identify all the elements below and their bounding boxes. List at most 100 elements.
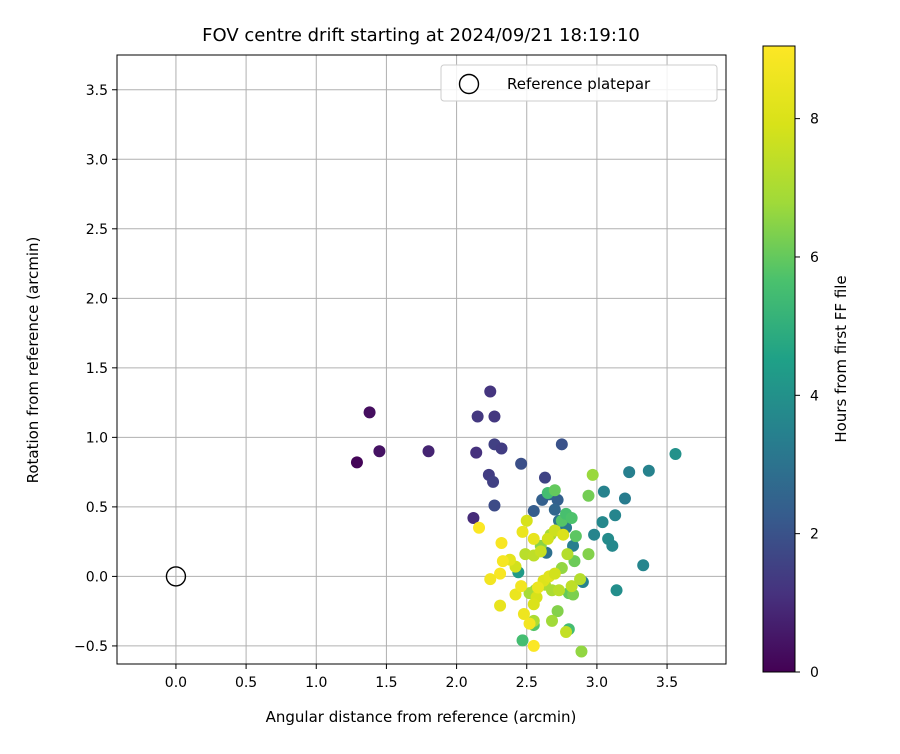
chart-title: FOV centre drift starting at 2024/09/21 … xyxy=(202,25,640,46)
colorbar-tick-label: 6 xyxy=(810,250,819,266)
data-point xyxy=(487,475,500,488)
data-point xyxy=(551,493,564,506)
data-point xyxy=(588,528,601,541)
legend-box xyxy=(440,64,718,102)
data-point xyxy=(488,499,501,512)
data-point xyxy=(538,471,551,484)
data-point xyxy=(569,530,582,543)
data-point xyxy=(473,521,486,534)
data-point xyxy=(637,559,650,572)
x-tick-label: 0.0 xyxy=(165,675,187,691)
data-point xyxy=(610,584,623,597)
data-point xyxy=(495,537,508,550)
data-point xyxy=(574,573,587,586)
y-axis-ticks: −0.5 0.0 0.5 1.0 1.5 2.0 2.5 3.0 3.5 xyxy=(74,83,117,655)
colorbar-tick-label: 4 xyxy=(810,388,819,404)
y-axis-label: Rotation from reference (arcmin) xyxy=(24,237,42,484)
colorbar-tick-label: 8 xyxy=(810,112,819,128)
data-point xyxy=(582,489,595,502)
data-point xyxy=(516,525,529,538)
x-tick-label: 3.0 xyxy=(586,675,608,691)
y-tick-label: 3.5 xyxy=(86,83,108,99)
data-point xyxy=(496,555,509,568)
data-point xyxy=(527,598,540,611)
data-point xyxy=(609,509,622,522)
data-point xyxy=(669,448,682,461)
grid-lines xyxy=(117,55,726,664)
data-point xyxy=(582,548,595,561)
data-point xyxy=(523,617,536,630)
data-point xyxy=(546,614,558,627)
data-point xyxy=(516,634,529,647)
data-point xyxy=(541,532,554,545)
y-tick-label: 2.5 xyxy=(86,222,108,238)
x-tick-label: 0.5 xyxy=(235,675,257,691)
data-point xyxy=(531,581,544,594)
x-tick-label: 2.0 xyxy=(445,675,467,691)
x-tick-label: 2.5 xyxy=(516,675,538,691)
data-point xyxy=(515,457,528,470)
data-point xyxy=(586,468,599,481)
data-point xyxy=(548,484,561,497)
data-point xyxy=(596,516,609,529)
data-point xyxy=(373,445,386,458)
data-point xyxy=(422,445,435,458)
data-point xyxy=(642,464,655,477)
data-point xyxy=(548,567,561,580)
y-tick-label: 0.5 xyxy=(86,500,108,516)
data-point xyxy=(551,605,564,618)
x-axis-label: Angular distance from reference (arcmin) xyxy=(266,708,577,726)
reference-point-layer xyxy=(165,566,187,587)
y-tick-label: 1.5 xyxy=(86,361,108,377)
data-point xyxy=(520,514,533,527)
y-tick-label: 2.0 xyxy=(86,291,108,307)
legend-marker-open-circle xyxy=(458,73,480,95)
data-point xyxy=(484,573,497,586)
data-point xyxy=(575,645,588,658)
data-point xyxy=(484,385,497,398)
data-point xyxy=(527,532,540,545)
y-tick-label: 1.0 xyxy=(86,430,108,446)
data-point xyxy=(597,485,610,498)
data-point xyxy=(557,528,570,541)
data-point xyxy=(350,456,363,469)
x-axis-ticks: 0.0 0.5 1.0 1.5 2.0 2.5 3.0 3.5 xyxy=(165,664,678,691)
data-point xyxy=(495,442,508,455)
colorbar-label: Hours from first FF file xyxy=(832,275,850,442)
legend: Reference platepar xyxy=(440,64,718,102)
plot-frame xyxy=(116,54,727,665)
colorbar-ticks: 0 2 4 6 8 xyxy=(795,112,819,681)
colorbar-tick-label: 2 xyxy=(810,527,819,543)
data-point xyxy=(363,406,376,419)
legend-label-reference-platepar: Reference platepar xyxy=(507,75,651,93)
data-point xyxy=(623,466,636,479)
colorbar-tick-label: 0 xyxy=(810,665,819,681)
data-point xyxy=(488,410,501,423)
data-point xyxy=(565,512,578,525)
data-point xyxy=(565,580,578,593)
data-point xyxy=(467,512,480,525)
data-point xyxy=(527,639,540,652)
data-point xyxy=(560,626,573,639)
data-point xyxy=(555,438,568,451)
reference-point-marker xyxy=(165,566,187,587)
data-point xyxy=(527,505,540,518)
data-point xyxy=(515,580,528,593)
x-tick-label: 1.5 xyxy=(375,675,397,691)
data-point xyxy=(517,607,530,620)
data-point xyxy=(548,503,561,516)
data-points xyxy=(350,385,682,658)
x-tick-label: 3.5 xyxy=(656,675,678,691)
data-point xyxy=(470,446,483,459)
y-tick-label: 3.0 xyxy=(86,152,108,168)
y-tick-label: 0.0 xyxy=(86,569,108,585)
data-point xyxy=(471,410,484,423)
data-point xyxy=(494,599,507,612)
data-point xyxy=(534,545,547,558)
data-point xyxy=(618,492,631,505)
data-point xyxy=(561,548,574,561)
y-tick-label: −0.5 xyxy=(74,639,108,655)
data-point xyxy=(553,584,566,597)
colorbar-gradient xyxy=(762,45,796,673)
